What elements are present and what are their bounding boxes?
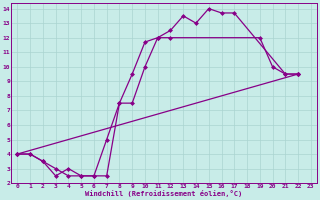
X-axis label: Windchill (Refroidissement éolien,°C): Windchill (Refroidissement éolien,°C): [85, 190, 243, 197]
